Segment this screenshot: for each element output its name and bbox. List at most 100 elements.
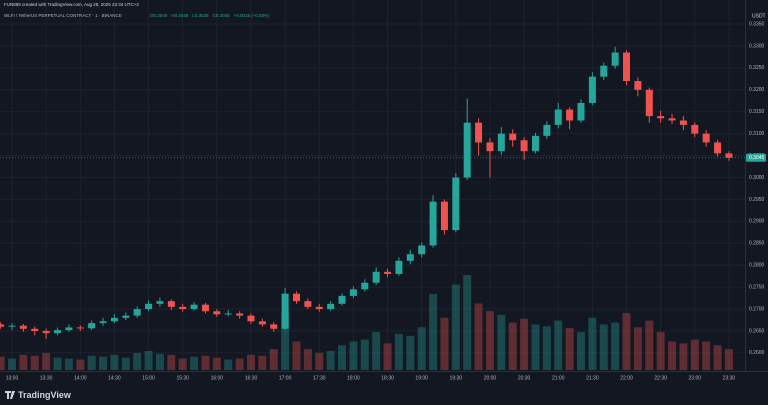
last-price-box	[746, 153, 766, 162]
candle-body	[668, 118, 676, 121]
x-tick-label: 16:30	[245, 375, 258, 381]
candle-body	[611, 52, 619, 66]
volume-bar	[190, 356, 199, 370]
volume-bar	[451, 284, 460, 370]
candle-body	[509, 133, 517, 141]
y-tick-label: 0.2600	[749, 350, 765, 356]
volume-bar	[269, 349, 278, 370]
y-tick-label: 0.2700	[749, 306, 765, 312]
candle-body	[338, 295, 346, 304]
candle-body	[475, 122, 483, 143]
volume-bar	[224, 359, 233, 370]
volume-bar	[429, 294, 438, 370]
candle-body	[281, 293, 289, 329]
candle-body	[99, 321, 107, 324]
y-tick-label: 0.3250	[749, 65, 765, 71]
candle-body	[247, 315, 255, 322]
volume-bar	[520, 318, 529, 370]
x-tick-label: 15:30	[176, 375, 189, 381]
volume-bar	[485, 311, 494, 370]
volume-bar	[349, 341, 358, 370]
ohlc-value: O0.3040	[150, 13, 168, 18]
volume-bar	[474, 303, 483, 370]
y-tick-label: 0.2750	[749, 284, 765, 290]
candle-body	[54, 330, 62, 334]
volume-bar	[394, 333, 403, 370]
volume-bar	[611, 322, 620, 370]
y-tick-label: 0.3100	[749, 131, 765, 137]
volume-bar	[99, 356, 108, 370]
x-tick-label: 14:00	[74, 375, 87, 381]
candle-body	[258, 321, 266, 325]
candle-body	[236, 313, 244, 316]
candle-body	[361, 282, 369, 290]
volume-bar	[406, 335, 415, 370]
candle-body	[145, 303, 153, 310]
volume-bar	[292, 341, 301, 370]
candle-body	[440, 201, 448, 231]
candle-body	[463, 122, 471, 178]
volume-bar	[178, 358, 187, 370]
candle-body	[679, 120, 687, 125]
x-tick-label: 18:00	[347, 375, 360, 381]
x-tick-label: 18:30	[381, 375, 394, 381]
x-tick-label: 16:00	[211, 375, 224, 381]
volume-bar	[326, 351, 335, 370]
x-tick-label: 23:00	[689, 375, 702, 381]
candle-body	[42, 330, 50, 334]
candle-body	[315, 306, 323, 310]
brand-icon	[5, 391, 15, 399]
candle-body	[543, 124, 551, 136]
candle-body	[657, 116, 665, 119]
volume-bar	[554, 320, 563, 370]
volume-bar	[383, 343, 392, 370]
volume-bar	[668, 341, 677, 370]
volume-bar	[281, 313, 290, 370]
candle-body	[623, 52, 631, 82]
volume-bar	[53, 357, 62, 370]
watermark: FUN898 created with TradingView.com, Aug…	[4, 2, 139, 7]
volume-bar	[235, 358, 244, 370]
candle-body	[156, 301, 164, 304]
volume-bar	[258, 355, 267, 370]
volume-bar	[713, 345, 722, 370]
y-tick-label: 0.2800	[749, 263, 765, 269]
x-tick-label: 20:30	[518, 375, 531, 381]
candle-body	[122, 315, 130, 318]
ohlc-value: L0.3039	[192, 13, 209, 18]
candle-body	[19, 325, 27, 329]
volume-layer	[0, 275, 733, 370]
candle-body	[577, 102, 585, 121]
x-tick-label: 19:30	[450, 375, 463, 381]
volume-bar	[167, 354, 176, 370]
last-price-label: 0.3045	[749, 155, 765, 161]
ohlc-value: H0.3048	[171, 13, 189, 18]
candle-layer	[0, 46, 733, 339]
x-tick-label: 22:30	[654, 375, 667, 381]
volume-bar	[599, 324, 608, 370]
volume-bar	[679, 343, 688, 370]
volume-bar	[303, 349, 312, 370]
candle-body	[179, 306, 187, 310]
volume-bar	[497, 314, 506, 370]
volume-bar	[531, 324, 540, 370]
volume-bar	[246, 354, 255, 370]
x-tick-label: 17:30	[313, 375, 326, 381]
y-tick-label: 0.3300	[749, 43, 765, 49]
brand-logo: TradingView	[5, 390, 72, 400]
volume-bar	[565, 328, 574, 370]
candle-body	[190, 304, 198, 310]
candle-body	[634, 81, 642, 90]
candle-body	[600, 65, 608, 77]
candle-body	[531, 135, 539, 152]
candle-body	[418, 245, 426, 255]
volume-bar	[8, 358, 16, 370]
volume-bar	[724, 349, 733, 370]
x-tick-label: 21:00	[552, 375, 565, 381]
y-tick-label: 0.3350	[749, 21, 765, 27]
candle-body	[554, 109, 562, 125]
x-tick-label: 15:00	[142, 375, 155, 381]
candle-body	[372, 271, 380, 283]
volume-bar	[0, 356, 5, 370]
